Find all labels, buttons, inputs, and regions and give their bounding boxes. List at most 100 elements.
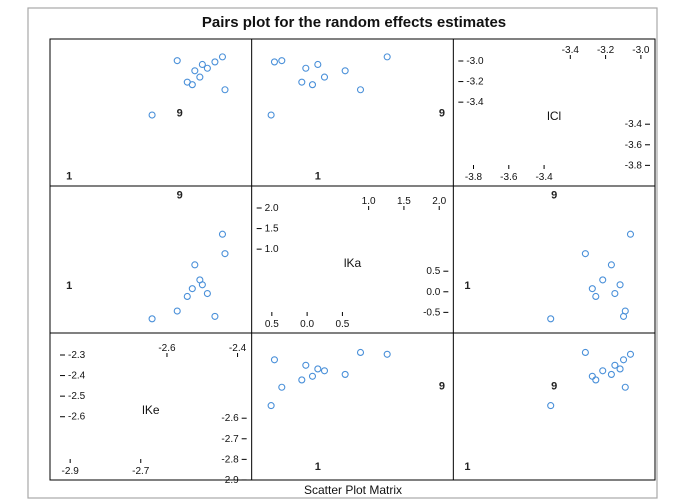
axis-tick-label: -3.8 (465, 172, 483, 183)
data-point (302, 361, 310, 369)
point-label-1: 1 (464, 280, 470, 292)
data-point (314, 365, 322, 373)
data-point (218, 53, 227, 61)
axis-tick-label: -3.6 (500, 172, 518, 183)
data-point (270, 58, 279, 66)
data-point (308, 81, 317, 89)
data-point (341, 370, 349, 378)
data-point (308, 372, 317, 380)
data-point (298, 78, 306, 86)
data-point (203, 64, 211, 72)
data-point (196, 73, 204, 81)
data-point (626, 350, 635, 358)
data-point (173, 57, 181, 65)
axis-tick-label: -2.9 (221, 475, 239, 486)
data-point (320, 73, 329, 81)
point-label-9: 9 (551, 380, 557, 392)
axis-tick-label: -3.0 (632, 45, 650, 56)
axis-tick-label: -2.6 (68, 412, 86, 423)
point-label-9: 9 (177, 189, 183, 201)
data-point (267, 402, 275, 410)
data-point (203, 289, 211, 298)
axis-tick-label: -3.6 (625, 140, 643, 151)
data-point (278, 57, 286, 65)
figure-frame (27, 7, 658, 499)
axis-tick-label: 1.0 (362, 196, 376, 207)
chart-title: Pairs plot for the random effects estima… (202, 14, 506, 31)
x-axis-label: Scatter Plot Matrix (304, 483, 402, 497)
data-point (221, 86, 229, 94)
axis-tick-label: -3.2 (466, 77, 484, 88)
data-point (356, 86, 365, 94)
data-point (191, 67, 199, 75)
data-point (173, 307, 181, 315)
data-point (619, 356, 628, 364)
axis-tick-label: -2.7 (132, 466, 150, 477)
data-point (588, 285, 596, 293)
point-label-1: 1 (315, 171, 321, 183)
axis-tick-label: -3.4 (625, 119, 643, 130)
data-point (183, 78, 191, 86)
data-point (607, 261, 615, 269)
axis-tick-label: -2.4 (68, 371, 86, 382)
axis-tick-label: 0.0 (300, 319, 314, 330)
diagonal-label-lKe: lKe (142, 403, 160, 417)
data-point (314, 60, 322, 69)
data-point (148, 315, 156, 323)
axis-tick-label: -3.4 (466, 97, 484, 108)
point-label-1: 1 (464, 461, 470, 473)
data-point (611, 361, 619, 369)
axis-tick-label: -3.8 (625, 160, 643, 171)
data-point (211, 312, 219, 320)
axis-tick-label: -2.4 (229, 343, 247, 354)
data-point (298, 376, 306, 384)
data-point (581, 348, 589, 357)
data-point (218, 230, 227, 238)
diagonal-label-lKa: lKa (344, 256, 362, 270)
axis-tick-label: 0.5 (265, 319, 279, 330)
data-point (221, 250, 229, 258)
axis-tick-label: -3.0 (466, 56, 484, 67)
axis-tick-label: 1.5 (265, 224, 279, 235)
data-point (341, 67, 349, 75)
data-point (191, 261, 199, 269)
point-label-9: 9 (551, 189, 557, 201)
data-point (599, 367, 607, 375)
data-point (626, 230, 635, 238)
data-point (616, 281, 624, 289)
data-point (592, 376, 600, 384)
axis-tick-label: 0.5 (335, 319, 349, 330)
axis-tick-label: 0.0 (426, 287, 440, 298)
axis-tick-label: 2.0 (265, 203, 279, 214)
axis-tick-label: -2.6 (158, 343, 176, 354)
data-point (611, 289, 619, 298)
data-point (621, 383, 629, 391)
axis-tick-label: -2.6 (221, 413, 239, 424)
data-point (581, 250, 589, 258)
axis-tick-label: -2.3 (68, 350, 86, 361)
point-label-1: 1 (315, 461, 321, 473)
data-point (547, 315, 555, 323)
point-label-9: 9 (177, 108, 183, 120)
data-point (270, 356, 279, 364)
data-point (320, 367, 329, 375)
point-label-9: 9 (439, 108, 445, 120)
data-point (211, 58, 219, 66)
point-label-1: 1 (66, 171, 72, 183)
data-point (356, 348, 365, 357)
data-point (302, 64, 310, 72)
data-point (188, 285, 196, 293)
data-point (599, 276, 607, 284)
axis-tick-label: -2.5 (68, 391, 86, 402)
axis-tick-label: -3.4 (562, 45, 580, 56)
data-point (383, 53, 391, 61)
data-point (278, 383, 286, 391)
data-point (383, 350, 391, 358)
data-point (183, 292, 191, 301)
point-label-9: 9 (439, 380, 445, 392)
data-point (592, 292, 600, 301)
data-point (547, 402, 555, 410)
diagonal-label-lCl: lCl (547, 109, 561, 123)
